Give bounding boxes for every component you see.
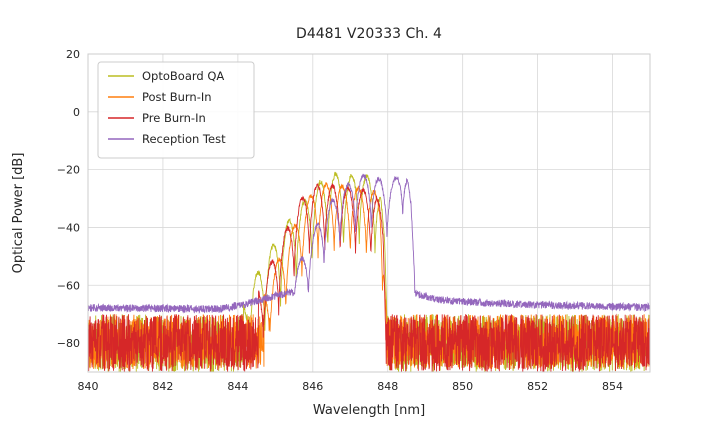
x-tick-label: 840 — [78, 380, 99, 393]
y-tick-label: −80 — [57, 337, 80, 350]
x-tick-label: 848 — [377, 380, 398, 393]
legend-item-optoboard-qa: OptoBoard QA — [108, 69, 224, 83]
series-group — [88, 171, 650, 372]
legend-box — [97, 61, 255, 159]
y-tick-label: −40 — [57, 221, 80, 234]
series-line-reception-test — [88, 173, 650, 314]
y-tick-label: −60 — [57, 279, 80, 292]
y-tick-label: 0 — [73, 106, 80, 119]
x-tick-label: 854 — [602, 380, 623, 393]
legend: OptoBoard QA Post Burn-In Pre Burn-In Recep… — [97, 61, 255, 159]
legend-label: Post Burn-In — [142, 90, 212, 104]
y-tick-label: −20 — [57, 164, 80, 177]
legend-item-post-burn-in: Post Burn-In — [108, 90, 212, 104]
x-tick-label: 852 — [527, 380, 548, 393]
legend-item-reception-test: Reception Test — [108, 132, 226, 146]
x-tick-label: 850 — [452, 380, 473, 393]
series-line-pre-burn-in — [88, 182, 650, 372]
legend-label: OptoBoard QA — [142, 69, 224, 83]
x-axis-label: Wavelength [nm] — [313, 403, 425, 418]
x-tick-labels: 840 842 844 846 848 850 852 854 — [78, 380, 624, 393]
legend-label: Pre Burn-In — [142, 111, 206, 125]
x-tick-label: 846 — [302, 380, 323, 393]
y-tick-labels: 20 0 −20 −40 −60 −80 — [57, 48, 80, 350]
chart-title: D4481 V20333 Ch. 4 — [296, 26, 442, 42]
x-tick-label: 842 — [152, 380, 173, 393]
plot-border — [87, 53, 651, 373]
legend-label: Reception Test — [142, 132, 226, 146]
y-tick-label: 20 — [66, 48, 80, 61]
legend-item-pre-burn-in: Pre Burn-In — [108, 111, 206, 125]
y-axis-label: Optical Power [dB] — [11, 153, 26, 274]
x-tick-label: 844 — [227, 380, 248, 393]
